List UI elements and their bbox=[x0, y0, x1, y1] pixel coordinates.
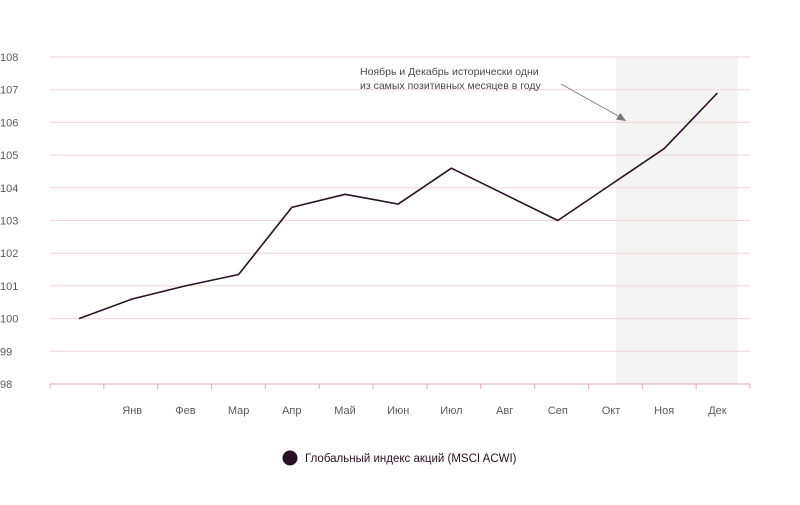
y-tick-label: 103 bbox=[0, 216, 18, 228]
x-tick-label: Июн bbox=[387, 405, 409, 417]
x-tick-label: Янв bbox=[122, 405, 142, 417]
y-tick-label: 102 bbox=[0, 248, 18, 260]
annotation-arrow-head bbox=[616, 113, 626, 121]
x-tick-label: Окт bbox=[602, 405, 621, 417]
x-tick-label: Фев bbox=[175, 405, 195, 417]
y-tick-label: 108 bbox=[0, 52, 18, 64]
annotation-line-1: Ноябрь и Декабрь исторически одни bbox=[360, 66, 539, 78]
x-tick-label: Апр bbox=[282, 405, 301, 417]
annotation-arrow-line bbox=[560, 83, 621, 118]
x-tick-label: Авг bbox=[496, 405, 513, 417]
x-tick-label: Июл bbox=[440, 405, 462, 417]
y-tick-label: 101 bbox=[0, 281, 18, 293]
annotation-line-2: из самых позитивных месяцев в году bbox=[360, 80, 542, 92]
y-tick-label: 98 bbox=[0, 379, 12, 391]
y-tick-label: 100 bbox=[0, 314, 18, 326]
y-tick-label: 99 bbox=[0, 346, 12, 358]
y-tick-label: 107 bbox=[0, 85, 18, 97]
y-tick-label: 105 bbox=[0, 150, 18, 162]
x-tick-label: Май bbox=[334, 405, 356, 417]
series-line bbox=[78, 92, 718, 320]
legend-label: Глобальный индекс акций (MSCI ACWI) bbox=[305, 453, 517, 465]
x-tick-label: Дек bbox=[708, 405, 727, 417]
legend-marker bbox=[282, 450, 298, 466]
x-tick-label: Сеп bbox=[548, 405, 568, 417]
y-tick-label: 104 bbox=[0, 183, 18, 195]
y-tick-label: 106 bbox=[0, 117, 18, 129]
x-tick-label: Мар bbox=[228, 405, 250, 417]
x-tick-label: Ноя bbox=[654, 405, 674, 417]
